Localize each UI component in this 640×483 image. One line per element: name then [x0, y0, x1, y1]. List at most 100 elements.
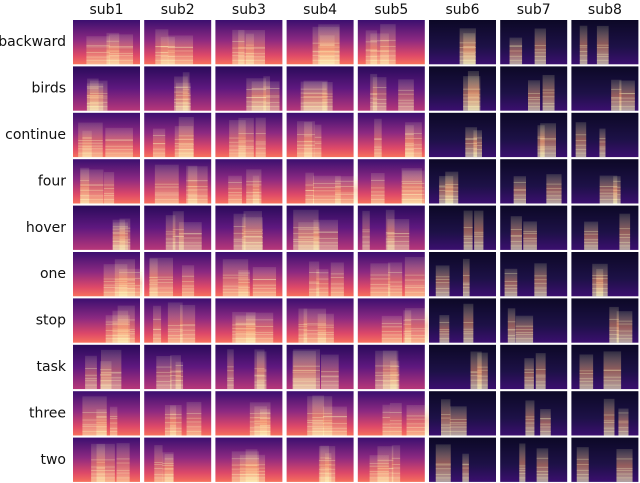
spectrogram-energy: [181, 265, 195, 297]
spectrogram-energy: [293, 349, 320, 390]
spectrogram-energy: [579, 25, 588, 65]
spectrogram-energy: [406, 405, 431, 436]
spectrogram-energy: [312, 395, 325, 436]
row-label: two: [40, 452, 66, 468]
spectrogram: [429, 112, 496, 158]
spectrogram-energy: [370, 73, 378, 111]
spectrogram-energy: [385, 209, 395, 250]
spectrogram-energy: [374, 118, 382, 158]
spectrogram-energy: [149, 258, 158, 297]
spectrogram-bg: [357, 66, 425, 111]
spectrogram-energy: [509, 37, 523, 65]
spectrogram: [571, 159, 639, 204]
spectrogram-energy: [439, 315, 450, 343]
spectrogram: [500, 252, 568, 297]
column-header: sub7: [517, 2, 551, 18]
spectrogram-energy: [603, 398, 615, 436]
spectrogram: [286, 391, 354, 436]
spectrogram-energy: [156, 355, 172, 390]
spectrogram-energy: [596, 25, 609, 65]
spectrogram: [429, 252, 496, 297]
spectrogram-energy: [369, 455, 389, 482]
spectrogram: [500, 66, 568, 111]
spectrogram: [429, 20, 496, 65]
cells: [73, 20, 639, 482]
spectrogram-energy: [477, 352, 488, 390]
spectrogram-bg: [500, 437, 568, 482]
spectrogram-energy: [398, 79, 414, 111]
spectrogram-energy: [178, 116, 194, 158]
spectrogram: [286, 252, 354, 297]
column-header: sub1: [90, 2, 124, 18]
spectrogram: [500, 205, 568, 250]
spectrogram-energy: [609, 306, 619, 343]
spectrogram-energy: [330, 262, 344, 297]
spectrogram: [73, 437, 140, 482]
spectrogram: [144, 437, 212, 482]
spectrogram-energy: [435, 444, 451, 482]
spectrogram-energy: [603, 351, 622, 390]
spectrogram-energy: [534, 263, 547, 297]
spectrogram-energy: [238, 117, 254, 158]
spectrogram: [286, 205, 354, 250]
spectrogram: [500, 20, 568, 65]
spectrogram: [571, 20, 639, 65]
spectrogram: [429, 391, 496, 436]
spectrogram: [357, 437, 425, 482]
spectrogram-energy: [175, 82, 191, 111]
spectrogram-energy: [309, 261, 320, 297]
spectrogram-energy: [109, 406, 118, 436]
spectrogram-energy: [535, 353, 546, 390]
spectrogram: [215, 205, 283, 250]
spectrogram: [215, 20, 283, 65]
spectrogram-energy: [297, 121, 315, 158]
spectrogram-energy: [507, 308, 516, 343]
spectrogram-energy: [540, 123, 556, 158]
spectrogram-energy: [100, 361, 112, 390]
column-header: sub4: [303, 2, 337, 18]
spectrogram: [357, 159, 425, 204]
spectrogram: [429, 298, 496, 343]
spectrogram-energy: [579, 354, 594, 390]
labels: sub1 sub2 sub3 sub4 sub5 sub6 sub7 sub8 backward…: [0, 2, 622, 468]
spectrogram-energy: [405, 125, 414, 158]
spectrogram-bg: [429, 159, 496, 204]
spectrogram-energy: [86, 36, 110, 65]
spectrogram-energy: [155, 29, 169, 65]
spectrogram-energy: [188, 166, 208, 204]
spectrogram-energy: [313, 219, 338, 250]
spectrogram-energy: [105, 315, 130, 343]
spectrogram-energy: [362, 210, 370, 250]
spectrogram-energy: [243, 211, 262, 250]
spectrogram-energy: [404, 256, 425, 297]
spectrogram-energy: [152, 128, 166, 158]
spectrogram-energy: [162, 452, 174, 482]
column-header: sub6: [446, 2, 480, 18]
spectrogram: [144, 391, 212, 436]
row-label: one: [40, 266, 66, 282]
spectrogram: [144, 159, 212, 204]
spectrogram: [500, 391, 568, 436]
spectrogram-energy: [527, 80, 541, 111]
spectrogram: [429, 159, 496, 204]
spectrogram: [357, 66, 425, 111]
spectrogram: [500, 112, 568, 158]
spectrogram-energy: [375, 350, 399, 390]
spectrogram-energy: [389, 402, 402, 436]
spectrogram: [357, 205, 425, 250]
spectrogram: [215, 437, 283, 482]
spectrogram-energy: [314, 124, 322, 158]
spectrogram: [286, 298, 354, 343]
spectrogram-energy: [403, 310, 412, 343]
row-label: three: [29, 405, 66, 421]
spectrogram-energy: [232, 29, 245, 65]
spectrogram-energy: [321, 354, 339, 390]
spectrogram-energy: [172, 211, 184, 250]
spectrogram-energy: [116, 443, 130, 482]
spectrogram-energy: [616, 311, 633, 343]
spectrogram-energy: [167, 302, 183, 343]
spectrogram-energy: [186, 401, 202, 436]
spectrogram-energy: [227, 349, 234, 390]
spectrogram-energy: [463, 303, 474, 343]
spectrogram-bg: [429, 66, 496, 111]
